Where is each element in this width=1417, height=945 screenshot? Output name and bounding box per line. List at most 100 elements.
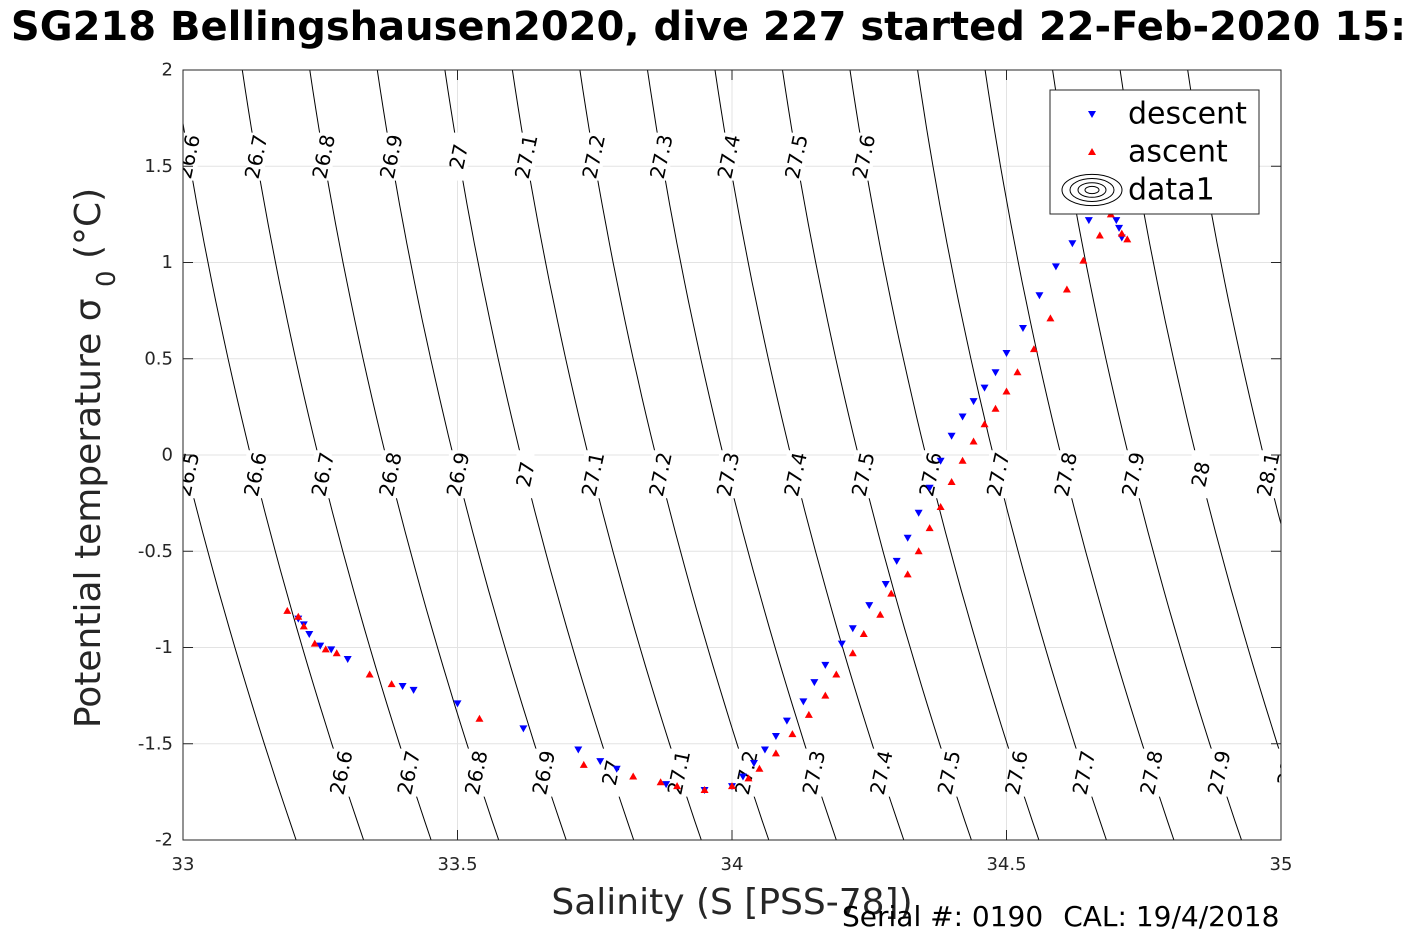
- ascent-marker: [832, 670, 841, 678]
- descent-marker: [738, 773, 747, 781]
- isopycnal-label-bg: [183, 450, 197, 499]
- ascent-marker: [673, 782, 682, 790]
- descent-marker: [398, 683, 407, 690]
- isopycnal-label: 26.5: [105, 132, 138, 181]
- isopycnal-label-bg: [651, 450, 670, 499]
- isopycnal-label-bg: [1124, 450, 1143, 499]
- descent-marker: [1115, 224, 1124, 232]
- y-tick-label: 0: [162, 445, 173, 466]
- isopycnal-label-bg: [719, 132, 738, 181]
- isopycnal-label-bg: [786, 450, 805, 499]
- isopycnal-label-bg: [854, 132, 873, 181]
- ascent-marker: [788, 730, 797, 738]
- ascent-marker: [332, 649, 341, 657]
- descent-marker: [936, 457, 945, 465]
- x-axis-label: Salinity (S [PSS-78]): [551, 882, 912, 923]
- legend-entry-descent: descent: [1088, 97, 1247, 132]
- ascent-marker: [1079, 256, 1088, 264]
- descent-marker: [810, 679, 819, 687]
- ascent-marker: [387, 680, 396, 688]
- isopycnal-label-bg: [332, 748, 351, 797]
- ascent-marker: [579, 760, 588, 768]
- ascent-marker: [321, 645, 330, 653]
- isopycnal-label-bg: [517, 132, 536, 181]
- isopycnal-label-bg: [1259, 450, 1278, 499]
- descent-marker: [662, 781, 671, 789]
- ascent-marker: [859, 630, 868, 638]
- chart-title: SG218 Bellingshausen2020, dive 227 start…: [10, 4, 1407, 50]
- y-tick-label: -0.5: [138, 541, 173, 562]
- ascent-marker: [1123, 235, 1132, 243]
- ascent-marker: [848, 649, 857, 657]
- ascent-marker: [876, 610, 885, 618]
- isopycnal-label: 27: [511, 459, 540, 489]
- data-series: [283, 204, 1132, 794]
- descent-marker: [749, 760, 758, 767]
- isopycnal-label-bg: [718, 450, 737, 499]
- isopycnal-label: 27: [444, 142, 473, 172]
- descent-marker: [969, 398, 978, 406]
- ascent-marker: [1013, 368, 1022, 376]
- y-axis-label: Potential temperature σ 0 (°C): [68, 188, 122, 728]
- isopycnal-label-bg: [534, 748, 553, 797]
- ascent-marker: [700, 785, 709, 793]
- descent-marker: [1035, 292, 1044, 300]
- isopycnal-label-bg: [1142, 748, 1161, 797]
- isopycnal-label-bg: [602, 748, 621, 797]
- legend-box: [1049, 89, 1260, 215]
- ascent-marker: [947, 477, 956, 485]
- isopycnal-label-bg: [183, 132, 198, 181]
- ascent-marker: [821, 691, 830, 699]
- isopycnal-label-bg: [1277, 748, 1281, 797]
- descent-marker: [865, 602, 874, 610]
- isopycnal-label-bg: [247, 132, 266, 181]
- descent-marker: [1002, 349, 1011, 357]
- ascent-marker: [958, 456, 967, 464]
- legend-label: ascent: [1128, 135, 1228, 170]
- isopycnal-label: 28: [1272, 758, 1301, 788]
- ascent-marker: [283, 606, 292, 614]
- isopycnal-label-bg: [652, 132, 671, 181]
- descent-marker: [947, 432, 956, 440]
- y-tick-label: 2: [162, 60, 173, 81]
- calibration-date: CAL: 19/4/2018: [1063, 900, 1280, 933]
- legend-marker-descent: [1088, 111, 1096, 118]
- isopycnal-label-bg: [467, 748, 486, 797]
- descent-marker: [925, 484, 934, 492]
- isopycnal-label-bg: [584, 132, 603, 181]
- legend-label: data1: [1128, 173, 1215, 208]
- legend-marker-ascent: [1088, 148, 1096, 155]
- x-tick-label: 34.5: [986, 854, 1026, 875]
- isopycnal-label-bg: [989, 450, 1008, 499]
- descent-marker: [980, 384, 989, 392]
- descent-marker: [1084, 217, 1093, 225]
- ascent-marker: [728, 782, 736, 790]
- ascent-marker: [991, 404, 1000, 412]
- ascent-marker: [936, 502, 945, 510]
- isopycnal-label-bg: [313, 450, 332, 499]
- descent-marker: [760, 746, 769, 754]
- ascent-marker: [1062, 285, 1071, 293]
- descent-marker: [453, 700, 462, 708]
- isopycnal-label-bg: [669, 748, 688, 797]
- y-tick-label: -2: [155, 830, 173, 851]
- descent-marker: [892, 557, 901, 565]
- isopycnal-label-bg: [516, 450, 535, 499]
- isopycnal-label-bg: [939, 748, 958, 797]
- y-tick-label: 1.5: [144, 156, 173, 177]
- ascent-marker: [925, 524, 934, 532]
- descent-marker: [409, 686, 418, 694]
- legend-entry-data1: data1: [1061, 173, 1215, 208]
- isopycnal-label-bg: [1191, 450, 1210, 499]
- ascent-marker: [755, 764, 764, 772]
- descent-marker: [799, 698, 808, 706]
- ascent-marker: [1029, 345, 1038, 353]
- descent-marker: [305, 631, 314, 639]
- ascent-marker: [903, 570, 912, 578]
- descent-marker: [1068, 240, 1077, 248]
- descent-marker: [821, 661, 830, 669]
- legend-contour-icon: [1077, 182, 1107, 198]
- x-tick-label: 35: [1270, 854, 1293, 875]
- descent-marker: [958, 413, 967, 421]
- descent-marker: [1051, 263, 1060, 271]
